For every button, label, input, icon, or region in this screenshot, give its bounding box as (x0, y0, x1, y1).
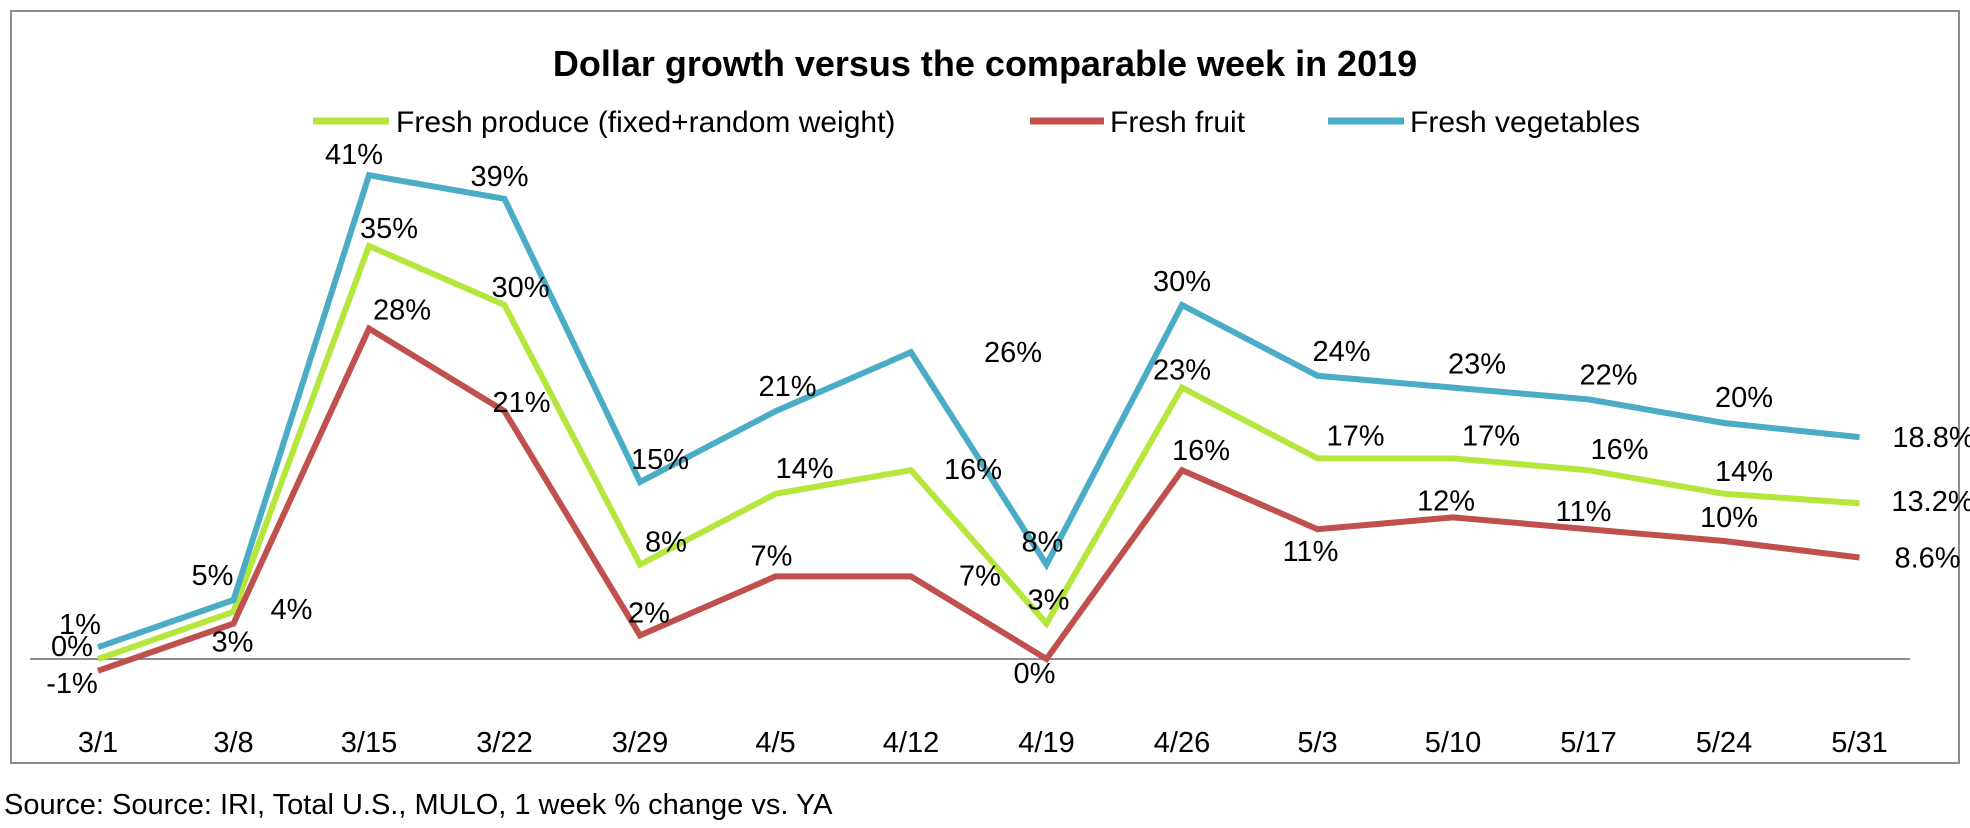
data-label: 30% (491, 272, 549, 304)
data-label: 8% (645, 527, 687, 559)
data-label: 10% (1700, 502, 1758, 534)
data-label: 22% (1579, 359, 1637, 391)
data-label: 3% (212, 627, 254, 659)
data-label: 8.6% (1894, 543, 1960, 575)
legend-label: Fresh vegetables (1410, 106, 1640, 139)
x-tick-label: 4/19 (1018, 727, 1074, 759)
legend-label: Fresh fruit (1110, 106, 1246, 139)
data-label: 39% (470, 161, 528, 193)
data-label: 7% (751, 540, 793, 572)
x-tick-label: 5/24 (1696, 727, 1752, 759)
chart-title: Dollar growth versus the comparable week… (553, 43, 1417, 84)
series-line (97, 324, 1860, 674)
chart-legend: Fresh produce (fixed+random weight) Fresh… (313, 106, 1640, 139)
x-tick-label: 5/31 (1831, 727, 1887, 759)
data-label: 35% (360, 213, 418, 245)
data-label: 12% (1417, 485, 1475, 517)
data-label: 21% (492, 387, 550, 419)
data-label: 5% (192, 560, 234, 592)
data-label: 18.8% (1892, 422, 1970, 454)
x-tick-label: 3/1 (78, 727, 118, 759)
x-tick-label: 4/12 (883, 727, 939, 759)
data-labels: 0% 4% 35% 30% 8% 14% 16% 3% 23% 17% 17% 16% 14% 13.2%… (46, 139, 1970, 700)
x-tick-label: 3/22 (476, 727, 532, 759)
data-label: 23% (1448, 349, 1506, 381)
data-label: 4% (271, 594, 313, 626)
x-tick-label: 5/3 (1297, 727, 1337, 759)
data-label: 30% (1153, 266, 1211, 298)
data-label: 14% (775, 453, 833, 485)
data-label: 14% (1715, 456, 1773, 488)
x-tick-label: 3/29 (612, 727, 668, 759)
x-tick-label: 4/5 (755, 727, 795, 759)
x-tick-label: 5/17 (1560, 727, 1616, 759)
data-label: 0% (51, 631, 93, 663)
data-label: 8% (1022, 527, 1064, 559)
data-label: 26% (984, 337, 1042, 369)
source-note: Source: Source: IRI, Total U.S., MULO, 1… (4, 789, 833, 821)
data-label: 17% (1462, 420, 1520, 452)
data-label: 7% (959, 560, 1001, 592)
x-tick-label: 5/10 (1425, 727, 1481, 759)
data-label: 1% (59, 609, 101, 641)
legend-label: Fresh produce (fixed+random weight) (396, 106, 895, 139)
data-label: 2% (628, 597, 670, 629)
data-label: 11% (1283, 536, 1339, 568)
x-tick-label: 4/26 (1154, 727, 1210, 759)
data-label: 24% (1312, 336, 1370, 368)
data-label: 23% (1153, 355, 1211, 387)
series-line (97, 171, 1860, 651)
data-label: 16% (944, 454, 1002, 486)
data-label: 21% (758, 371, 816, 403)
x-tick-label: 3/8 (213, 727, 253, 759)
series-lines (97, 171, 1860, 674)
series-line (97, 241, 1860, 662)
data-label: -1% (46, 668, 98, 700)
data-label: 17% (1326, 420, 1384, 452)
data-label: 3% (1028, 585, 1070, 617)
x-tick-label: 3/15 (341, 727, 397, 759)
data-label: 16% (1590, 434, 1648, 466)
data-label: 16% (1172, 435, 1230, 467)
x-axis-ticks: 3/1 3/8 3/15 3/22 3/29 4/5 4/12 4/19 4/26 5/3 5/10… (78, 727, 1888, 759)
data-label: 28% (373, 295, 431, 327)
chart-frame (10, 10, 1960, 764)
data-label: 13.2% (1891, 486, 1970, 518)
data-label: 41% (325, 139, 383, 171)
data-label: 11% (1556, 496, 1612, 528)
data-label: 0% (1014, 658, 1056, 690)
data-label: 15% (631, 444, 689, 476)
data-label: 20% (1715, 382, 1773, 414)
